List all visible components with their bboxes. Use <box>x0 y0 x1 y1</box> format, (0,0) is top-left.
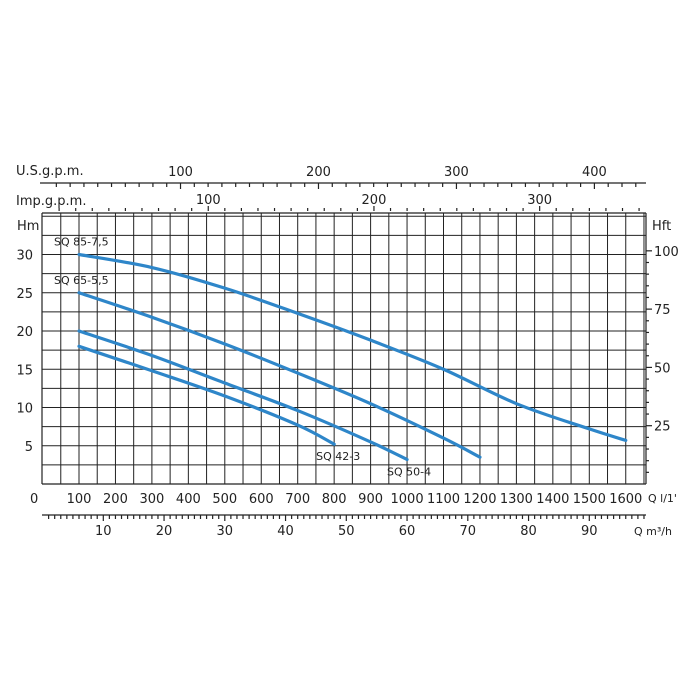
bottom1-tick-label: 1000 <box>391 492 424 507</box>
bottom1-tick-label: 200 <box>103 492 128 507</box>
bottom1-tick-label: 300 <box>139 492 164 507</box>
bottom1-tick-label: 1600 <box>609 492 642 507</box>
origin-label: 0 <box>30 492 38 507</box>
top1-tick-label: 400 <box>582 165 607 180</box>
bottom1-tick-label: 900 <box>358 492 383 507</box>
bottom1-tick-label: 400 <box>176 492 201 507</box>
y-left-tick-label: 10 <box>16 402 33 417</box>
bottom2-tick-label: 40 <box>277 524 294 539</box>
bottom2-tick-label: 10 <box>95 524 112 539</box>
y-left-tick-label: 5 <box>25 440 33 455</box>
y-right-tick-label: 25 <box>654 420 671 435</box>
series-label: SQ 85-7,5 <box>54 236 109 249</box>
series-line <box>77 252 628 442</box>
bottom2-tick-label: 30 <box>217 524 234 539</box>
series-line <box>77 329 409 462</box>
top1-tick-label: 200 <box>306 165 331 180</box>
y-left-tick-label: 30 <box>16 249 33 264</box>
top2-tick-label: 200 <box>362 193 387 208</box>
bottom1-tick-label: 1300 <box>500 492 533 507</box>
top2-tick-label: 100 <box>196 193 221 208</box>
series-label: SQ 42-3 <box>316 450 360 463</box>
series-line <box>77 344 336 446</box>
bottom2-tick-label: 70 <box>460 524 477 539</box>
y-left-tick-label: 20 <box>16 325 33 340</box>
bottom2-tick-label: 60 <box>399 524 416 539</box>
bottom1-tick-label: 1200 <box>463 492 496 507</box>
bottom1-tick-label: 700 <box>285 492 310 507</box>
bottom2-tick-label: 90 <box>581 524 598 539</box>
y-left-tick-label: 25 <box>16 287 33 302</box>
bottom1-tick-label: 600 <box>249 492 274 507</box>
bottom1-tick-label: 1400 <box>536 492 569 507</box>
series-line <box>77 291 482 459</box>
y-left-tick-label: 15 <box>16 363 33 378</box>
top2-axis-label: Imp.g.p.m. <box>16 194 86 209</box>
y-right-axis-label: Hft <box>652 219 671 234</box>
bottom2-tick-label: 50 <box>338 524 355 539</box>
y-left-axis-label: Hm <box>17 219 39 234</box>
bottom1-axis-label: Q l/1' <box>648 492 677 505</box>
top2-tick-label: 300 <box>527 193 552 208</box>
bottom1-tick-label: 500 <box>212 492 237 507</box>
bottom2-tick-label: 20 <box>156 524 173 539</box>
bottom1-tick-label: 800 <box>322 492 347 507</box>
series-label: SQ 50-4 <box>387 466 431 479</box>
bottom1-tick-label: 1100 <box>427 492 460 507</box>
y-right-tick-label: 100 <box>654 245 679 260</box>
bottom2-tick-label: 80 <box>520 524 537 539</box>
top1-tick-label: 100 <box>168 165 193 180</box>
y-right-tick-label: 50 <box>654 361 671 376</box>
top1-axis-label: U.S.g.p.m. <box>16 164 84 179</box>
top1-tick-label: 300 <box>444 165 469 180</box>
y-right-tick-label: 75 <box>654 303 671 318</box>
series-label: SQ 65-5,5 <box>54 274 109 287</box>
bottom2-axis-label: Q m³/h <box>634 525 672 538</box>
bottom1-tick-label: 1500 <box>573 492 606 507</box>
bottom1-tick-label: 100 <box>67 492 92 507</box>
